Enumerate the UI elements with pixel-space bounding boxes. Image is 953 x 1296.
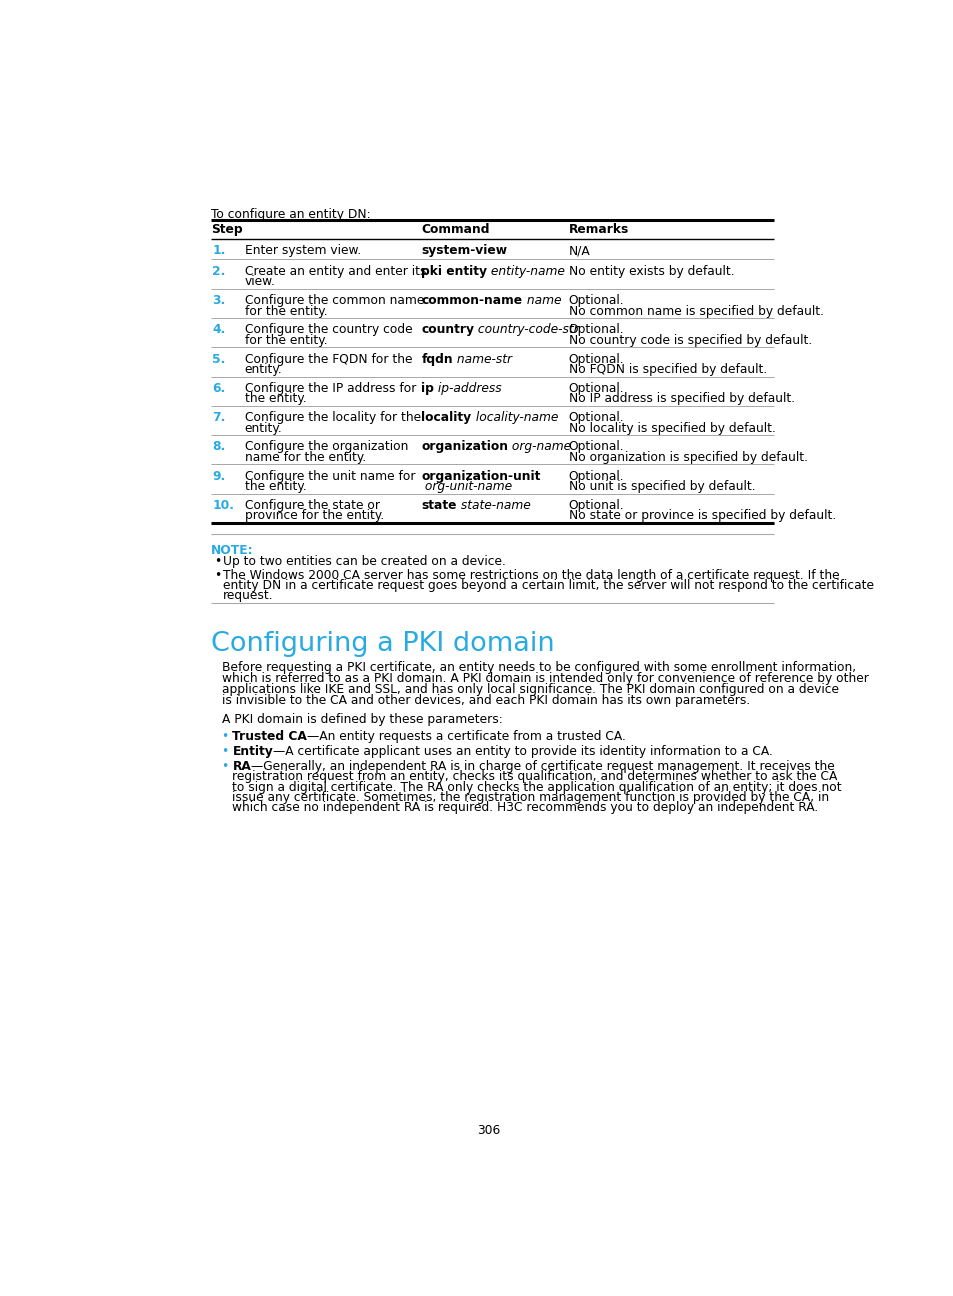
Text: Optional.: Optional.	[568, 441, 623, 454]
Text: No country code is specified by default.: No country code is specified by default.	[568, 334, 811, 347]
Text: request.: request.	[223, 590, 274, 603]
Text: to sign a digital certificate. The RA only checks the application qualification : to sign a digital certificate. The RA on…	[233, 780, 841, 793]
Text: country-code-str: country-code-str	[474, 324, 578, 337]
Text: state-name: state-name	[456, 499, 530, 512]
Text: No unit is specified by default.: No unit is specified by default.	[568, 480, 755, 492]
Text: which case no independent RA is required. H3C recommends you to deploy an indepe: which case no independent RA is required…	[233, 801, 818, 814]
Text: 306: 306	[476, 1124, 500, 1137]
Text: 10.: 10.	[212, 499, 234, 512]
Text: 3.: 3.	[212, 294, 225, 307]
Text: No FQDN is specified by default.: No FQDN is specified by default.	[568, 363, 766, 376]
Text: organization: organization	[421, 441, 508, 454]
Text: Configuring a PKI domain: Configuring a PKI domain	[211, 631, 554, 657]
Text: province for the entity.: province for the entity.	[245, 509, 384, 522]
Text: the entity.: the entity.	[245, 393, 306, 406]
Text: Trusted CA: Trusted CA	[233, 730, 307, 743]
Text: view.: view.	[245, 275, 275, 288]
Text: fqdn: fqdn	[421, 353, 453, 365]
Text: —An entity requests a certificate from a trusted CA.: —An entity requests a certificate from a…	[307, 730, 625, 743]
Text: system-view: system-view	[421, 244, 507, 257]
Text: •: •	[213, 555, 221, 568]
Text: Optional.: Optional.	[568, 353, 623, 365]
Text: Configure the IP address for: Configure the IP address for	[245, 382, 416, 395]
Text: org-name: org-name	[508, 441, 571, 454]
Text: —Generally, an independent RA is in charge of certificate request management. It: —Generally, an independent RA is in char…	[251, 759, 834, 772]
Text: Up to two entities can be created on a device.: Up to two entities can be created on a d…	[223, 555, 505, 568]
Text: entity.: entity.	[245, 363, 282, 376]
Text: •: •	[213, 569, 221, 582]
Text: common-name: common-name	[421, 294, 522, 307]
Text: Entity: Entity	[233, 745, 273, 758]
Text: state: state	[421, 499, 456, 512]
Text: Configure the locality for the: Configure the locality for the	[245, 411, 420, 424]
Text: entity DN in a certificate request goes beyond a certain limit, the server will : entity DN in a certificate request goes …	[223, 579, 873, 592]
Text: for the entity.: for the entity.	[245, 334, 327, 347]
Text: ip: ip	[421, 382, 434, 395]
Text: RA: RA	[233, 759, 251, 772]
Text: name for the entity.: name for the entity.	[245, 451, 366, 464]
Text: N/A: N/A	[568, 244, 590, 257]
Text: No entity exists by default.: No entity exists by default.	[568, 264, 734, 277]
Text: Optional.: Optional.	[568, 499, 623, 512]
Text: No organization is specified by default.: No organization is specified by default.	[568, 451, 807, 464]
Text: The Windows 2000 CA server has some restrictions on the data length of a certifi: The Windows 2000 CA server has some rest…	[223, 569, 839, 582]
Text: Configure the organization: Configure the organization	[245, 441, 408, 454]
Text: name-str: name-str	[453, 353, 512, 365]
Text: issue any certificate. Sometimes, the registration management function is provid: issue any certificate. Sometimes, the re…	[233, 791, 829, 804]
Text: Configure the unit name for: Configure the unit name for	[245, 469, 415, 482]
Text: 8.: 8.	[212, 441, 225, 454]
Text: 1.: 1.	[212, 244, 226, 257]
Text: Remarks: Remarks	[568, 223, 628, 236]
Text: No IP address is specified by default.: No IP address is specified by default.	[568, 393, 794, 406]
Text: locality-name: locality-name	[471, 411, 558, 424]
Text: 4.: 4.	[212, 324, 225, 337]
Text: Optional.: Optional.	[568, 411, 623, 424]
Text: pki entity: pki entity	[421, 264, 487, 277]
Text: name: name	[522, 294, 560, 307]
Text: Optional.: Optional.	[568, 324, 623, 337]
Text: Create an entity and enter its: Create an entity and enter its	[245, 264, 426, 277]
Text: entity.: entity.	[245, 421, 282, 434]
Text: No common name is specified by default.: No common name is specified by default.	[568, 305, 822, 318]
Text: registration request from an entity, checks its qualification, and determines wh: registration request from an entity, che…	[233, 770, 837, 783]
Text: Enter system view.: Enter system view.	[245, 244, 360, 257]
Text: which is referred to as a PKI domain. A PKI domain is intended only for convenie: which is referred to as a PKI domain. A …	[221, 673, 867, 686]
Text: Configure the common name: Configure the common name	[245, 294, 424, 307]
Text: ip-address: ip-address	[434, 382, 501, 395]
Text: A PKI domain is defined by these parameters:: A PKI domain is defined by these paramet…	[221, 713, 502, 726]
Text: Step: Step	[211, 223, 242, 236]
Text: 2.: 2.	[212, 264, 226, 277]
Text: 6.: 6.	[212, 382, 225, 395]
Text: Command: Command	[421, 223, 490, 236]
Text: is invisible to the CA and other devices, and each PKI domain has its own parame: is invisible to the CA and other devices…	[221, 695, 749, 708]
Text: No state or province is specified by default.: No state or province is specified by def…	[568, 509, 835, 522]
Text: Before requesting a PKI certificate, an entity needs to be configured with some : Before requesting a PKI certificate, an …	[221, 661, 855, 674]
Text: Configure the country code: Configure the country code	[245, 324, 412, 337]
Text: Configure the state or: Configure the state or	[245, 499, 379, 512]
Text: applications like IKE and SSL, and has only local significance. The PKI domain c: applications like IKE and SSL, and has o…	[221, 683, 838, 696]
Text: •: •	[221, 759, 229, 772]
Text: NOTE:: NOTE:	[211, 543, 253, 556]
Text: Configure the FQDN for the: Configure the FQDN for the	[245, 353, 412, 365]
Text: •: •	[221, 730, 229, 743]
Text: Optional.: Optional.	[568, 382, 623, 395]
Text: To configure an entity DN:: To configure an entity DN:	[211, 207, 370, 220]
Text: for the entity.: for the entity.	[245, 305, 327, 318]
Text: •: •	[221, 745, 229, 758]
Text: the entity.: the entity.	[245, 480, 306, 492]
Text: 9.: 9.	[212, 469, 225, 482]
Text: entity-name: entity-name	[487, 264, 565, 277]
Text: country: country	[421, 324, 474, 337]
Text: —A certificate applicant uses an entity to provide its identity information to a: —A certificate applicant uses an entity …	[273, 745, 772, 758]
Text: org-unit-name: org-unit-name	[421, 480, 512, 492]
Text: Optional.: Optional.	[568, 469, 623, 482]
Text: 7.: 7.	[212, 411, 226, 424]
Text: 5.: 5.	[212, 353, 226, 365]
Text: No locality is specified by default.: No locality is specified by default.	[568, 421, 775, 434]
Text: locality: locality	[421, 411, 471, 424]
Text: organization-unit: organization-unit	[421, 469, 540, 482]
Text: Optional.: Optional.	[568, 294, 623, 307]
